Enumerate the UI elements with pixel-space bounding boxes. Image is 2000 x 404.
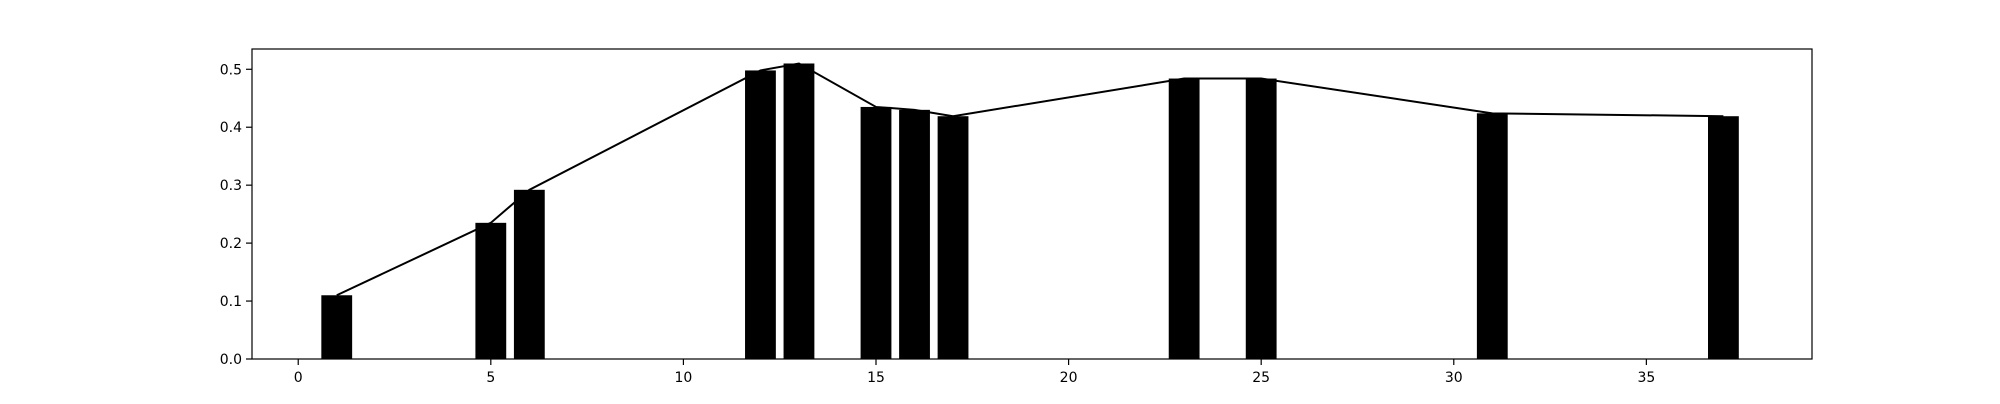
bars-layer bbox=[321, 63, 1739, 360]
x-tick-label-0: 0 bbox=[294, 370, 303, 386]
line-layer bbox=[336, 62, 1724, 297]
bar-37 bbox=[1708, 116, 1739, 359]
x-tick-label-35: 35 bbox=[1637, 370, 1655, 386]
y-tick-label-1: 0.1 bbox=[220, 294, 242, 310]
axes-layer: 0 5 10 15 20 25 30 35 0.0 0.1 0.2 0.3 0.4 0.5 bbox=[220, 48, 1813, 386]
x-tick-label-30: 30 bbox=[1445, 370, 1463, 386]
y-tick-label-4: 0.4 bbox=[220, 120, 242, 136]
bar-6 bbox=[513, 189, 545, 359]
x-tick-label-20: 20 bbox=[1060, 370, 1078, 386]
bar-5 bbox=[475, 222, 507, 359]
series-line bbox=[336, 62, 1724, 297]
x-tick-label-15: 15 bbox=[867, 370, 885, 386]
bar-17 bbox=[937, 116, 969, 359]
bar-15 bbox=[860, 106, 892, 359]
x-tick-label-25: 25 bbox=[1252, 370, 1270, 386]
x-tick-label-5: 5 bbox=[486, 370, 495, 386]
bar-16 bbox=[899, 109, 930, 359]
x-tick-label-10: 10 bbox=[674, 370, 692, 386]
axes-frame bbox=[251, 48, 1813, 360]
bar-25 bbox=[1245, 78, 1277, 360]
y-tick-label-5: 0.5 bbox=[220, 62, 242, 78]
bar-1 bbox=[321, 295, 353, 359]
y-tick-label-2: 0.2 bbox=[220, 236, 242, 252]
y-tick-label-0: 0.0 bbox=[220, 352, 242, 368]
bar-13 bbox=[783, 63, 815, 359]
bar-31 bbox=[1476, 113, 1508, 360]
y-tick-label-3: 0.3 bbox=[220, 178, 242, 194]
bar-23 bbox=[1168, 78, 1200, 360]
bar-12 bbox=[745, 70, 776, 359]
